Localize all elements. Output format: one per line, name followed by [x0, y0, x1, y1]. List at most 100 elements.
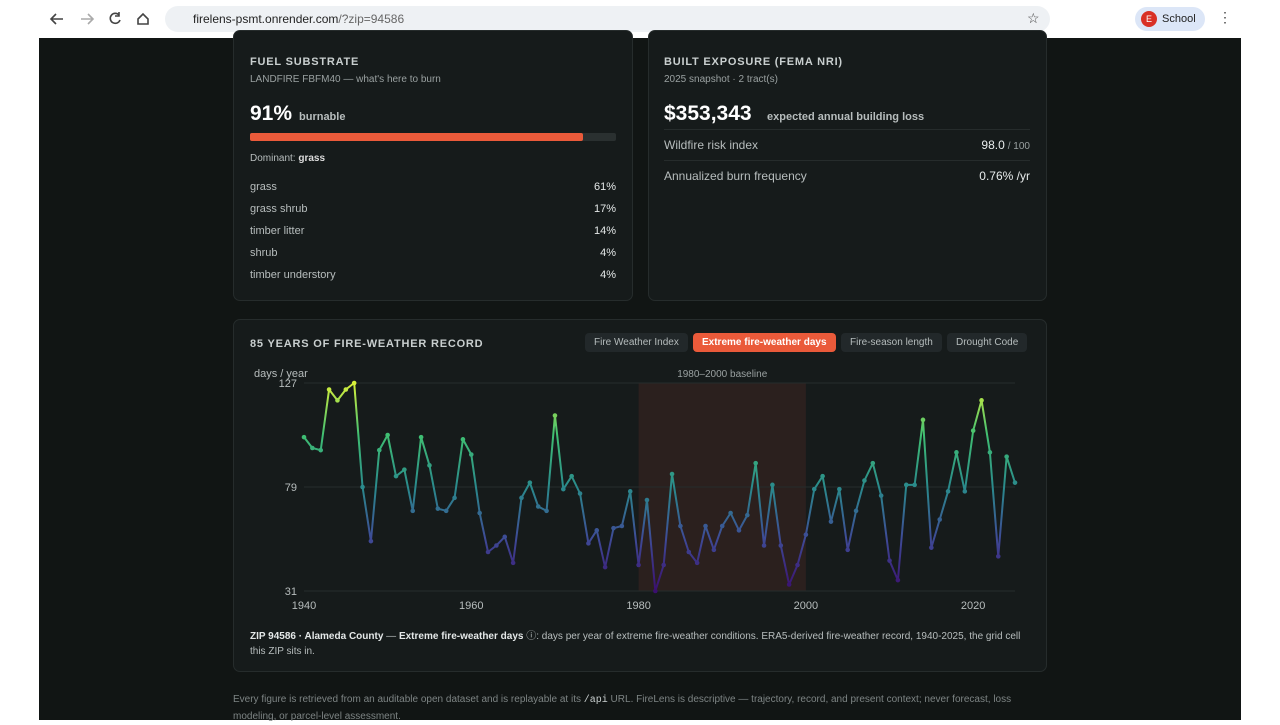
data-point	[761, 543, 767, 548]
menu-button[interactable]: ⋮	[1218, 9, 1232, 25]
data-line	[303, 382, 1016, 592]
profile-avatar: E	[1141, 11, 1157, 27]
dominant-label: Dominant:	[250, 153, 296, 164]
data-point	[485, 549, 491, 555]
browser-toolbar: firelens-psmt.onrender.com/?zip=94586 ☆ …	[0, 0, 1280, 38]
dominant: Dominant: grass	[250, 153, 325, 164]
data-point	[920, 417, 926, 423]
exposure-suffix: / 100	[1007, 141, 1030, 152]
card-title: FUEL SUBSTRATE	[250, 56, 360, 68]
data-point	[335, 398, 340, 403]
data-point	[828, 519, 834, 524]
data-point	[661, 562, 666, 568]
data-point	[728, 510, 733, 516]
data-point	[402, 467, 407, 472]
chart-tab[interactable]: Drought Code	[947, 333, 1028, 352]
data-point	[318, 447, 324, 453]
exposure-card	[648, 30, 1047, 301]
back-button[interactable]	[49, 13, 63, 25]
data-point	[619, 523, 625, 529]
chart: 1980–2000 baseline days / year 31 79 127 1940…	[254, 368, 1018, 612]
data-point	[326, 387, 332, 392]
data-point	[535, 504, 541, 509]
caption-metric: Extreme fire-weather days	[398, 631, 524, 642]
x-tick-label: 1940	[292, 600, 316, 612]
fuel-card	[233, 30, 633, 301]
fuel-share: 61%	[593, 181, 616, 193]
x-tick-label: 2020	[961, 600, 985, 612]
y-tick-label: 79	[285, 482, 297, 494]
data-point	[301, 434, 307, 440]
fuel-share: 4%	[600, 247, 616, 259]
exposure-row: Wildfire risk index 98.0/ 100	[664, 138, 1030, 152]
data-point	[310, 445, 315, 451]
data-point	[912, 482, 917, 488]
data-point	[577, 491, 583, 496]
exposure-value: 98.0/ 100	[981, 138, 1030, 152]
chart-caption: ZIP 94586 · Alameda County — Extreme fir…	[250, 629, 1035, 659]
profile-chip[interactable]: E School	[1135, 7, 1205, 31]
dominant-value: grass	[298, 153, 326, 164]
data-point	[443, 508, 449, 514]
chart-tab[interactable]: Fire Weather Index	[585, 333, 688, 352]
exposure-number: 98.0	[981, 138, 1005, 152]
data-point	[736, 528, 742, 533]
chart-tab[interactable]: Extreme fire-weather days	[693, 333, 836, 352]
data-point	[569, 473, 574, 479]
reload-button[interactable]	[109, 12, 121, 25]
loss-value: $353,343	[664, 102, 752, 125]
data-point	[427, 463, 432, 468]
fuel-row: timber understory 4%	[250, 269, 616, 281]
data-point	[653, 588, 658, 594]
data-point	[351, 380, 357, 386]
data-point	[544, 508, 549, 514]
loss-unit: expected annual building loss	[767, 111, 925, 123]
data-point	[552, 413, 558, 418]
data-point	[954, 450, 959, 455]
data-point	[795, 562, 800, 568]
exposure-value: 0.76% /yr	[979, 169, 1030, 183]
fuel-name: grass shrub	[250, 203, 308, 215]
card-title: 85 YEARS OF FIRE-WEATHER RECORD	[250, 338, 484, 350]
data-point	[853, 508, 859, 514]
home-button[interactable]	[137, 12, 149, 25]
divider	[664, 160, 1030, 161]
exposure-number: 0.76% /yr	[979, 169, 1030, 183]
address-bar[interactable]: firelens-psmt.onrender.com/?zip=94586 ☆	[165, 6, 1050, 32]
data-point	[452, 495, 457, 501]
url: firelens-psmt.onrender.com/?zip=94586	[193, 12, 404, 26]
data-point	[410, 508, 416, 514]
fuel-share: 14%	[593, 225, 616, 237]
footer-code: /api	[583, 695, 608, 706]
data-point	[711, 547, 717, 553]
data-point	[561, 486, 566, 492]
bookmark-star[interactable]: ☆	[1027, 10, 1040, 26]
fuel-row: timber litter 14%	[250, 225, 616, 237]
burnable-bar	[250, 133, 584, 141]
baseline-label: 1980–2000 baseline	[677, 369, 768, 380]
data-point	[586, 541, 591, 546]
url-path: /?zip=94586	[338, 12, 405, 26]
x-tick-label: 1980	[626, 600, 650, 612]
fuel-share: 4%	[600, 269, 616, 281]
data-point	[745, 512, 750, 518]
data-point	[937, 517, 943, 522]
data-point	[686, 549, 692, 555]
data-point	[602, 564, 608, 570]
data-point	[778, 543, 784, 548]
forward-button[interactable]	[81, 13, 95, 25]
burnable-value: 91%	[250, 102, 293, 125]
exposure-label: Wildfire risk index	[664, 138, 759, 152]
data-point	[903, 482, 909, 488]
chart-tab[interactable]: Fire-season length	[841, 333, 942, 352]
data-point	[820, 473, 825, 479]
data-point	[786, 582, 792, 587]
data-point	[644, 497, 650, 503]
footer-text: URL. FireLens is descriptive — trajector…	[233, 694, 1012, 722]
data-point	[519, 495, 524, 501]
data-point	[502, 534, 508, 540]
data-point	[703, 523, 708, 529]
caption-text: ⓘ: days per year of extreme fire-weather…	[250, 631, 1021, 657]
fuel-name: shrub	[250, 247, 278, 259]
